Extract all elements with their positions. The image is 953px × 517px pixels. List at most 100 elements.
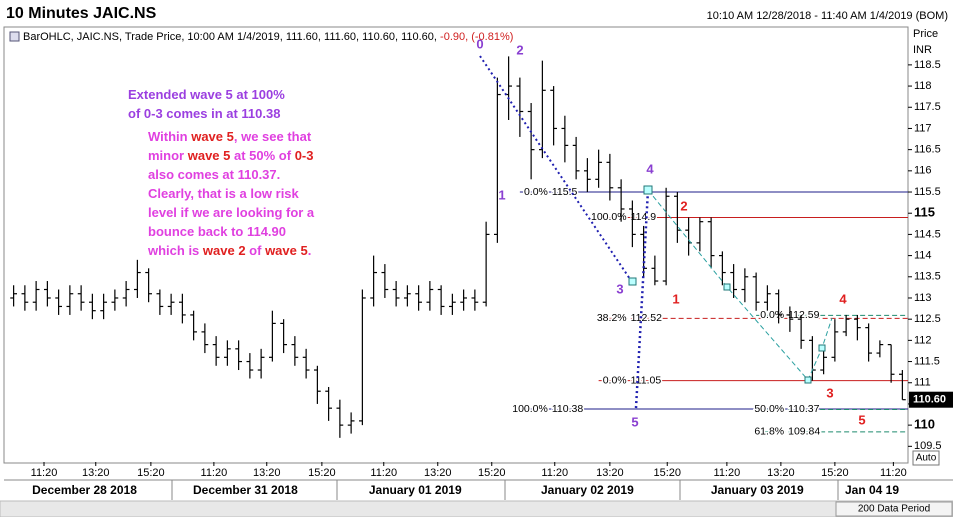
last-price-label: 110.60 bbox=[913, 394, 946, 406]
wave-label: 4 bbox=[646, 161, 654, 176]
anchor bbox=[818, 344, 826, 352]
date-label: December 31 2018 bbox=[193, 483, 298, 497]
y-tick-label: 117.5 bbox=[914, 101, 941, 113]
note-line: bounce back to 114.90 bbox=[148, 224, 286, 239]
note-text: Within bbox=[148, 129, 191, 144]
x-tick-label: 15:20 bbox=[653, 467, 681, 479]
wave-label: 2 bbox=[516, 42, 523, 57]
x-tick-label: 15:20 bbox=[478, 467, 506, 479]
last-price-box bbox=[909, 391, 953, 408]
note-text: level if we are looking for a bbox=[148, 205, 315, 220]
fib-percent: 38.2% bbox=[597, 312, 627, 324]
note-text: of 0-3 comes in at 110.38 bbox=[128, 106, 280, 121]
time-range: 10:10 AM 12/28/2018 - 11:40 AM 1/4/2019 … bbox=[707, 10, 948, 22]
anchor bbox=[628, 277, 637, 286]
note-text: wave 5 bbox=[264, 243, 308, 258]
note-text: wave 5 bbox=[190, 129, 234, 144]
x-tick-label: 11:20 bbox=[541, 467, 568, 479]
y-tick-label: 113 bbox=[914, 292, 932, 304]
y-tick-label: 110 bbox=[914, 417, 935, 432]
x-tick-label: 11:20 bbox=[370, 467, 397, 479]
date-label: December 28 2018 bbox=[32, 483, 137, 497]
legend-text: BarOHLC, JAIC.NS, Trade Price, 10:00 AM … bbox=[23, 31, 437, 43]
y-tick-label: 118 bbox=[914, 80, 932, 92]
fib-label: 112.59 bbox=[788, 309, 819, 321]
y-tick-label: 112 bbox=[914, 334, 932, 346]
note-text: 0-3 bbox=[295, 148, 314, 163]
note-line: minor wave 5 at 50% of 0-3 bbox=[148, 148, 313, 163]
note-text: bounce back to 114.90 bbox=[148, 224, 286, 239]
y-tick-label: 111 bbox=[914, 377, 931, 389]
marks: 109.5110110.5111111.5112112.5113113.5114… bbox=[10, 56, 953, 497]
wave-label: 5 bbox=[631, 414, 638, 429]
note-text: of bbox=[246, 243, 266, 258]
fib-label: 115.5 bbox=[552, 186, 578, 198]
fib-percent: 100.0% bbox=[591, 211, 627, 223]
note-text: Extended wave 5 at 100% bbox=[128, 87, 285, 102]
auto-box[interactable] bbox=[912, 450, 940, 466]
fib-label: 114.9 bbox=[631, 211, 657, 223]
y-tick-label: 116.5 bbox=[914, 144, 941, 156]
x-tick-label: 11:20 bbox=[201, 467, 228, 479]
fib-percent: 100.0% bbox=[512, 403, 548, 415]
period-box[interactable] bbox=[835, 501, 953, 517]
note-line: also comes at 110.37. bbox=[148, 167, 280, 182]
y-tick-label: 117 bbox=[914, 122, 932, 134]
wave-label: 1 bbox=[672, 291, 679, 306]
y-axis-label: Price bbox=[913, 28, 938, 40]
plot-frame bbox=[3, 26, 909, 464]
legend-change: -0.90, (-0.81%) bbox=[440, 31, 513, 43]
x-tick-label: 11:20 bbox=[714, 467, 741, 479]
note-line: of 0-3 comes in at 110.38 bbox=[128, 106, 280, 121]
legend-text: BarOHLC, JAIC.NS, Trade Price, 10:00 AM … bbox=[23, 31, 513, 43]
wave-label: 4 bbox=[839, 291, 847, 306]
fib-label: 111.05 bbox=[631, 374, 662, 386]
x-tick-label: 13:20 bbox=[424, 467, 452, 479]
note-line: Extended wave 5 at 100% bbox=[128, 87, 285, 102]
y-tick-label: 113.5 bbox=[914, 271, 941, 283]
fib-percent: 50.0% bbox=[754, 403, 784, 415]
auto-label: Auto bbox=[916, 453, 937, 464]
fib-label: 110.38 bbox=[552, 403, 583, 415]
anchor bbox=[723, 283, 731, 291]
fib-percent: 0.0% bbox=[603, 374, 627, 386]
y-tick-label: 114 bbox=[914, 250, 932, 262]
wave-label: 2 bbox=[680, 198, 687, 213]
anchor bbox=[643, 185, 653, 195]
y-tick-label: 116 bbox=[914, 165, 932, 177]
note-text: wave 2 bbox=[202, 243, 246, 258]
wave-line bbox=[479, 55, 633, 283]
y-tick-label: 114.5 bbox=[914, 228, 941, 240]
wave-line bbox=[634, 189, 650, 409]
note-text: wave 5 bbox=[187, 148, 231, 163]
fib-label: 109.84 bbox=[788, 426, 820, 438]
x-tick-label: 15:20 bbox=[308, 467, 336, 479]
y-tick-label: 115.5 bbox=[914, 186, 941, 198]
x-tick-label: 13:20 bbox=[596, 467, 624, 479]
wave-label: 3 bbox=[826, 385, 833, 400]
chart-title: 10 Minutes JAIC.NS bbox=[6, 5, 157, 22]
note-text: Clearly, that is a low risk bbox=[148, 186, 300, 201]
note-text: . bbox=[308, 243, 312, 258]
y-tick-label: 109.5 bbox=[914, 440, 942, 452]
note-text: , we see that bbox=[234, 129, 312, 144]
date-label: Jan 04 19 bbox=[845, 483, 899, 497]
date-label: January 01 2019 bbox=[369, 483, 462, 497]
note-line: which is wave 2 of wave 5. bbox=[147, 243, 311, 258]
scrollbar[interactable] bbox=[0, 500, 953, 517]
y-tick-label: 115 bbox=[914, 205, 935, 220]
anchor bbox=[804, 376, 812, 384]
note-line: level if we are looking for a bbox=[148, 205, 315, 220]
y-axis-label: INR bbox=[913, 44, 932, 56]
x-tick-label: 15:20 bbox=[821, 467, 849, 479]
note-text: which is bbox=[147, 243, 203, 258]
note-text: also comes at 110.37. bbox=[148, 167, 280, 182]
wave-label: 3 bbox=[616, 281, 623, 296]
y-tick-label: 111.5 bbox=[914, 355, 940, 367]
fib-percent: 61.8% bbox=[754, 426, 784, 438]
wave-label: 1 bbox=[498, 187, 505, 202]
date-label: January 02 2019 bbox=[541, 483, 634, 497]
note-text: minor bbox=[148, 148, 188, 163]
period-label: 200 Data Period bbox=[858, 504, 930, 515]
